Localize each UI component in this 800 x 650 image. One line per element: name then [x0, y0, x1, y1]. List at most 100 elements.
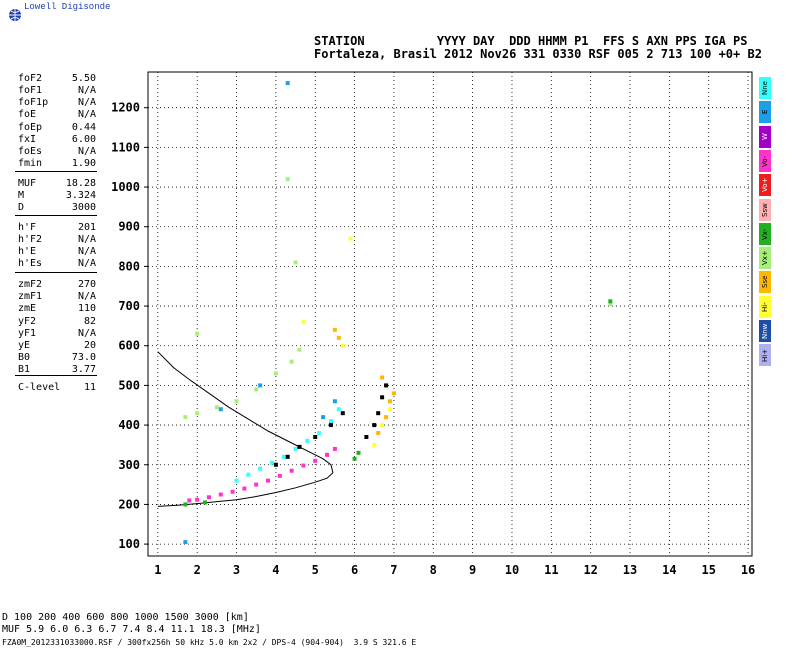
echo-point	[372, 442, 377, 447]
param-label: h'F2	[18, 234, 43, 245]
echo-point	[384, 383, 389, 388]
echo-point	[325, 452, 330, 457]
x-tick-label: 3	[233, 563, 240, 577]
echo-point	[206, 495, 211, 500]
echo-point	[336, 335, 341, 340]
echo-point	[313, 458, 318, 463]
echo-point	[254, 387, 259, 392]
echo-point	[234, 478, 239, 483]
echo-point	[384, 415, 389, 420]
y-tick-label: 1200	[111, 101, 140, 115]
param-value: 82	[83, 316, 96, 327]
echo-point	[356, 450, 361, 455]
echo-point	[301, 463, 306, 468]
param-label: h'E	[18, 246, 37, 257]
legend-item-ssw: Ssw	[759, 198, 771, 221]
echo-point	[218, 407, 223, 412]
x-tick-label: 7	[390, 563, 397, 577]
echo-point	[285, 177, 290, 182]
echo-point	[387, 407, 392, 412]
echo-point	[376, 431, 381, 436]
echo-point	[269, 460, 274, 465]
echo-point	[242, 486, 247, 491]
y-tick-label: 500	[118, 378, 140, 392]
param-row-b1: B1 3.77	[18, 364, 96, 375]
param-row-c-level: C-level 11	[18, 382, 96, 393]
param-row-foep: foEp 0.44	[18, 122, 96, 133]
echo-point	[380, 395, 385, 400]
legend-item-sse: Sse	[759, 271, 771, 294]
echo-point	[195, 411, 200, 416]
echo-point	[332, 327, 337, 332]
param-value: N/A	[77, 109, 96, 120]
param-row-h-es: h'Es N/A	[18, 258, 96, 269]
echo-point	[380, 423, 385, 428]
param-row-fof2: foF2 5.50	[18, 73, 96, 84]
param-row-h-f2: h'F2 N/A	[18, 234, 96, 245]
param-value: N/A	[77, 85, 96, 96]
x-tick-label: 1	[154, 563, 161, 577]
x-tick-label: 16	[741, 563, 755, 577]
param-value: N/A	[77, 328, 96, 339]
echo-point	[183, 415, 188, 420]
param-label: foEp	[18, 122, 43, 133]
legend-item-e: E	[759, 101, 771, 124]
param-row-fxi: fxI 6.00	[18, 134, 96, 145]
param-label: yF1	[18, 328, 37, 339]
echo-point	[317, 431, 322, 436]
param-row-d: D 3000	[18, 202, 96, 213]
header-values: Fortaleza, Brasil 2012 Nov26 331 0330 RS…	[314, 47, 762, 61]
echo-point	[364, 434, 369, 439]
param-value: 20	[83, 340, 96, 351]
legend-item-vo-: Vo+	[759, 174, 771, 197]
param-row-h-f: h'F 201	[18, 222, 96, 233]
param-label: M	[18, 190, 25, 201]
param-label: h'F	[18, 222, 37, 233]
echo-point	[230, 489, 235, 494]
legend-item-hi-: Hi+	[759, 344, 771, 367]
echo-point	[608, 302, 613, 307]
param-row-h-e: h'E N/A	[18, 246, 96, 257]
echo-point	[289, 468, 294, 473]
param-label: foEs	[18, 146, 43, 157]
param-value: N/A	[77, 97, 96, 108]
echo-point	[187, 498, 192, 503]
globe-icon	[9, 9, 21, 21]
plot-frame	[147, 71, 753, 557]
param-label: foF1	[18, 85, 43, 96]
param-row-zme: zmE 110	[18, 303, 96, 314]
echo-point	[289, 359, 294, 364]
echo-point	[387, 399, 392, 404]
param-label: zmF1	[18, 291, 43, 302]
echo-point	[336, 407, 341, 412]
x-tick-label: 4	[272, 563, 279, 577]
echo-point	[380, 375, 385, 380]
x-tick-label: 5	[312, 563, 319, 577]
echo-point	[293, 446, 298, 451]
param-value: 270	[77, 279, 96, 290]
y-tick-label: 400	[118, 418, 140, 432]
echo-point	[183, 502, 188, 507]
param-row-zmf2: zmF2 270	[18, 279, 96, 290]
x-tick-label: 6	[351, 563, 358, 577]
echo-point	[214, 405, 219, 410]
echo-point	[313, 434, 318, 439]
param-value: N/A	[77, 291, 96, 302]
echo-point	[218, 492, 223, 497]
echo-point	[203, 500, 208, 505]
param-label: B0	[18, 352, 31, 363]
echo-point	[297, 444, 302, 449]
param-label: C-level	[18, 382, 61, 393]
echo-point	[328, 423, 333, 428]
echo-point	[258, 383, 263, 388]
param-value: 110	[77, 303, 96, 314]
echo-point	[391, 391, 396, 396]
y-tick-label: 300	[118, 458, 140, 472]
x-tick-label: 12	[583, 563, 597, 577]
y-tick-label: 1000	[111, 180, 140, 194]
legend-item-hi-: Hi-	[759, 295, 771, 318]
param-value: N/A	[77, 146, 96, 157]
param-label: fmin	[18, 158, 43, 169]
legend-item-nnw: Nnw	[759, 320, 771, 342]
